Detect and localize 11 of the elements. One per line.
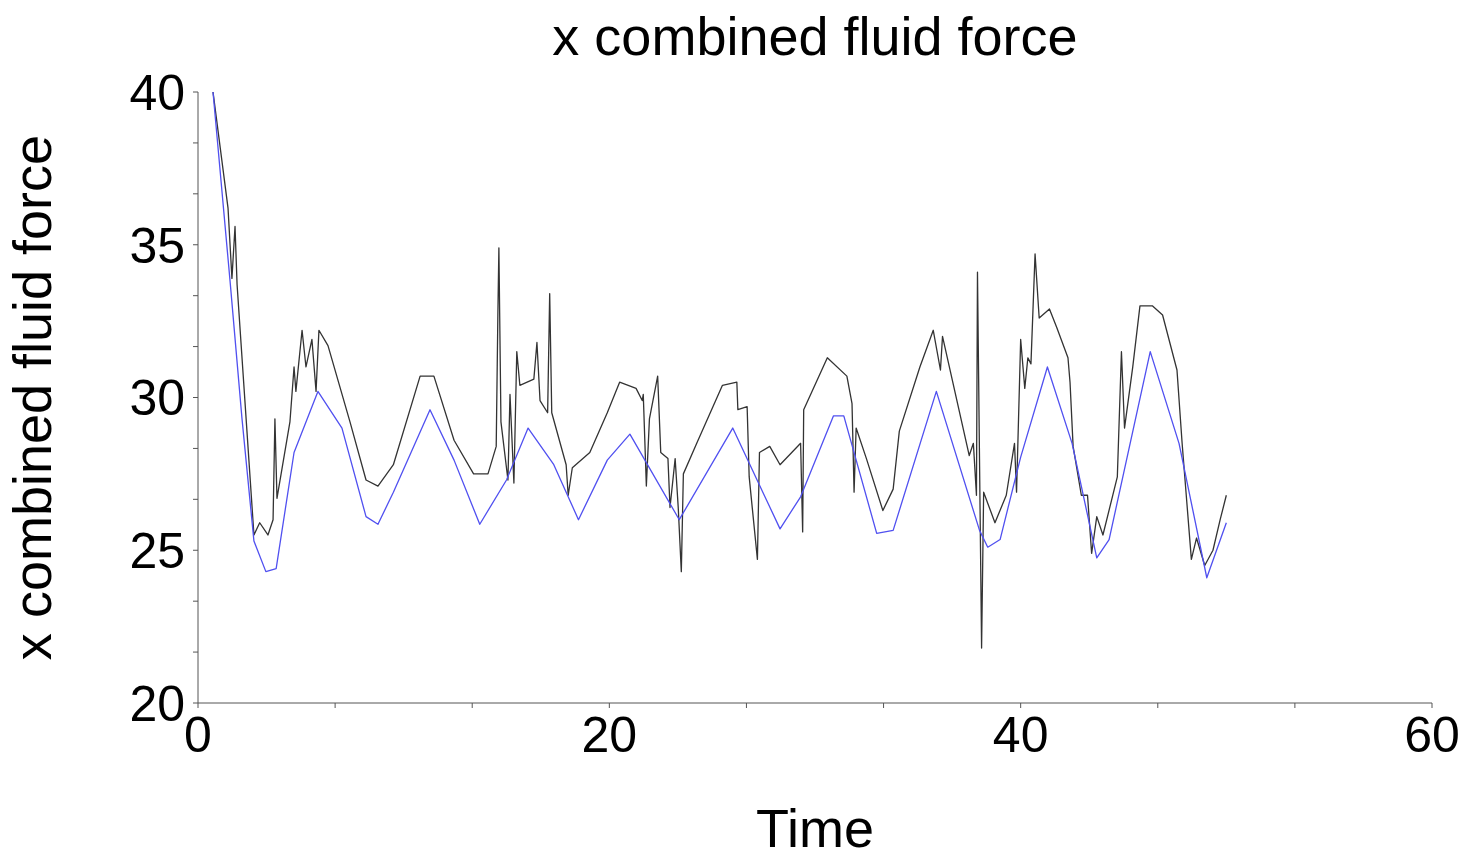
y-tick-label: 40 xyxy=(129,64,185,121)
x-tick-label: 60 xyxy=(1404,706,1460,763)
y-tick-label: 30 xyxy=(129,370,185,427)
chart-title: x combined fluid force xyxy=(551,5,1079,68)
x-axis-title: Time xyxy=(756,798,874,849)
y-tick-label: 25 xyxy=(129,523,185,579)
y-tick-label: 35 xyxy=(129,217,185,274)
y-axis-title: x combined fluid force xyxy=(2,134,63,661)
x-tick-label: 20 xyxy=(581,706,638,763)
x-tick-label: 0 xyxy=(184,706,212,763)
x-tick-label: 40 xyxy=(992,706,1049,763)
